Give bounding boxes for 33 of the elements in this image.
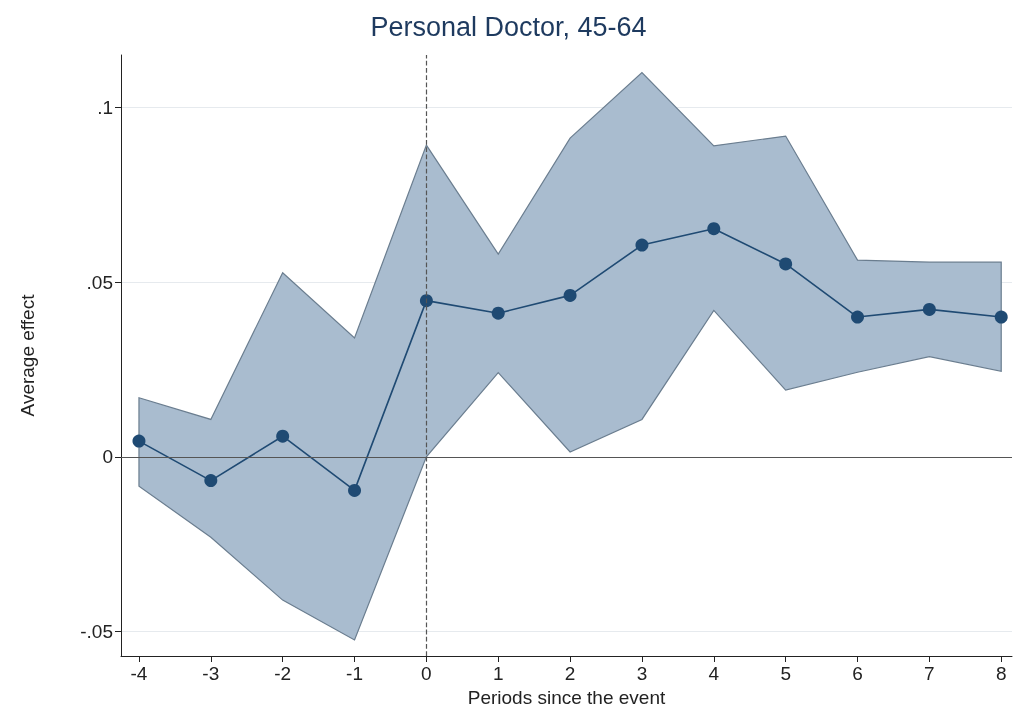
x-tick-label: 4	[708, 663, 720, 684]
x-tick-label: 5	[780, 663, 791, 684]
point	[922, 302, 936, 316]
point	[132, 434, 146, 448]
x-tick-label: 6	[852, 663, 863, 684]
y-tick-label: .05	[86, 271, 113, 293]
x-tick-label: -2	[274, 663, 292, 684]
x-tick-label: 3	[636, 663, 648, 684]
chart-title: Personal Doctor, 45-64	[370, 11, 647, 42]
point	[851, 310, 865, 324]
x-tick-label: 0	[421, 663, 432, 684]
y-axis-title: Average effect	[17, 293, 38, 417]
x-tick-label: 8	[995, 663, 1007, 684]
point	[491, 306, 505, 320]
point	[348, 483, 362, 497]
point	[994, 310, 1008, 324]
x-tick-label: 7	[924, 663, 935, 684]
y-tick-label: 0	[102, 446, 113, 468]
x-tick-label: 2	[564, 663, 576, 684]
x-tick-label: -4	[130, 663, 148, 684]
point	[204, 474, 218, 488]
point	[635, 238, 649, 252]
x-tick-label: -3	[202, 663, 220, 684]
point	[779, 257, 793, 271]
point	[276, 429, 290, 443]
point	[707, 222, 721, 236]
x-tick-label: -1	[346, 663, 363, 684]
x-axis-title: Periods since the event	[467, 686, 666, 708]
x-tick-label: 1	[492, 663, 504, 684]
point	[563, 288, 577, 302]
y-tick-label: -.05	[80, 621, 113, 643]
y-tick-label: .1	[97, 96, 113, 118]
point	[419, 294, 433, 308]
